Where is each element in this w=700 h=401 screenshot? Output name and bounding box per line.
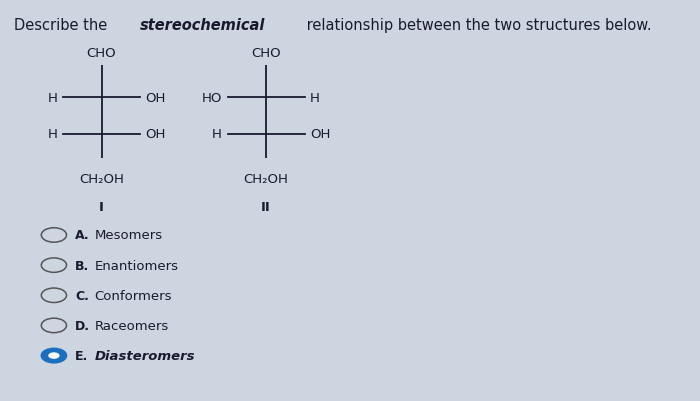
Text: stereochemical: stereochemical [140,18,266,33]
Text: CH₂OH: CH₂OH [244,172,288,185]
Circle shape [41,288,66,303]
Text: CH₂OH: CH₂OH [79,172,124,185]
Circle shape [41,348,66,363]
Text: relationship between the two structures below.: relationship between the two structures … [302,18,652,33]
Text: OH: OH [146,128,166,141]
Circle shape [41,228,66,243]
Text: H: H [48,128,57,141]
Text: H: H [310,92,320,105]
Text: H: H [212,128,222,141]
Text: CHO: CHO [251,47,281,60]
Text: Mesomers: Mesomers [94,229,162,242]
Text: B.: B. [75,259,89,272]
Text: Describe the: Describe the [14,18,112,33]
Text: H: H [48,92,57,105]
Circle shape [41,258,66,273]
Text: II: II [261,200,271,213]
Text: HO: HO [202,92,222,105]
Text: D.: D. [75,319,90,332]
Text: CHO: CHO [87,47,116,60]
Text: A.: A. [75,229,90,242]
Text: Enantiomers: Enantiomers [94,259,178,272]
Text: OH: OH [310,128,330,141]
Text: C.: C. [75,289,89,302]
Text: OH: OH [146,92,166,105]
Circle shape [48,352,60,359]
Text: E.: E. [75,349,88,362]
Text: I: I [99,200,104,213]
Text: Raceomers: Raceomers [94,319,169,332]
Text: Diasteromers: Diasteromers [94,349,195,362]
Circle shape [41,318,66,333]
Text: Conformers: Conformers [94,289,172,302]
